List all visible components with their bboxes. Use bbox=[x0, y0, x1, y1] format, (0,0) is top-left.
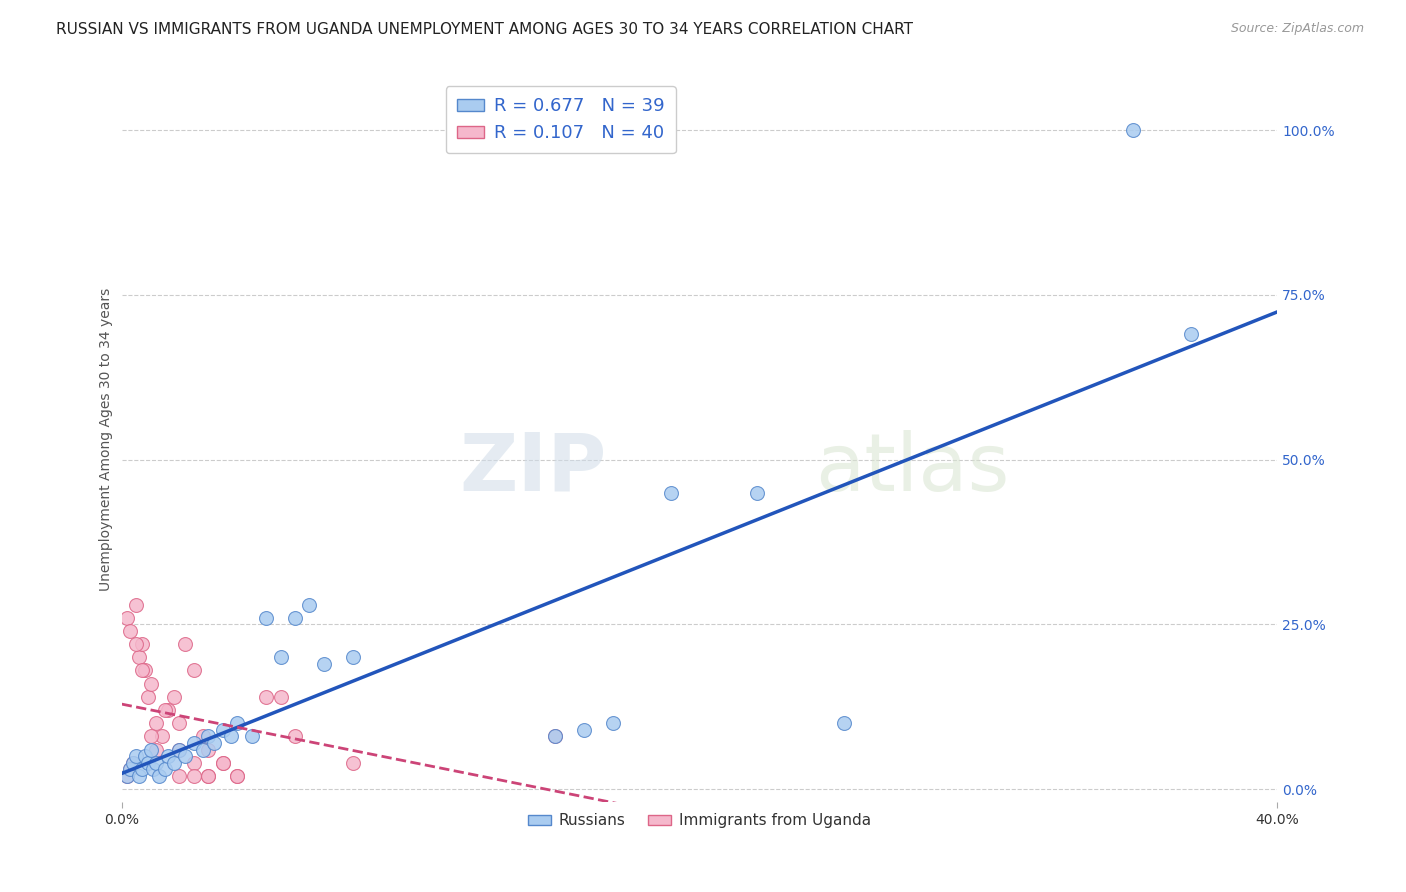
Point bbox=[197, 742, 219, 756]
Point bbox=[120, 762, 142, 776]
Point bbox=[163, 690, 186, 704]
Point bbox=[125, 598, 148, 612]
Y-axis label: Unemployment Among Ages 30 to 34 years: Unemployment Among Ages 30 to 34 years bbox=[100, 288, 114, 591]
Point bbox=[139, 742, 162, 756]
Point bbox=[270, 690, 292, 704]
Point bbox=[174, 637, 197, 651]
Point bbox=[128, 650, 150, 665]
Point bbox=[125, 637, 148, 651]
Point bbox=[544, 730, 567, 744]
Point bbox=[156, 703, 179, 717]
Point bbox=[191, 742, 214, 756]
Point bbox=[148, 769, 170, 783]
Point bbox=[183, 736, 205, 750]
Point bbox=[145, 742, 167, 756]
Point bbox=[832, 716, 855, 731]
Point bbox=[136, 756, 159, 770]
Point bbox=[211, 756, 233, 770]
Point bbox=[221, 730, 243, 744]
Point bbox=[156, 749, 179, 764]
Point bbox=[169, 716, 191, 731]
Point bbox=[1180, 327, 1202, 342]
Point bbox=[602, 716, 624, 731]
Text: Source: ZipAtlas.com: Source: ZipAtlas.com bbox=[1230, 22, 1364, 36]
Point bbox=[312, 657, 335, 671]
Point bbox=[284, 611, 307, 625]
Point bbox=[150, 730, 173, 744]
Point bbox=[169, 742, 191, 756]
Point bbox=[131, 637, 153, 651]
Point bbox=[747, 485, 769, 500]
Point bbox=[183, 756, 205, 770]
Point bbox=[120, 624, 142, 638]
Point bbox=[122, 756, 145, 770]
Point bbox=[211, 723, 233, 737]
Text: atlas: atlas bbox=[815, 430, 1010, 508]
Point bbox=[153, 703, 176, 717]
Point bbox=[197, 769, 219, 783]
Point bbox=[139, 676, 162, 690]
Legend: Russians, Immigrants from Uganda: Russians, Immigrants from Uganda bbox=[522, 807, 877, 835]
Point bbox=[270, 650, 292, 665]
Point bbox=[169, 742, 191, 756]
Point bbox=[342, 650, 364, 665]
Point bbox=[342, 756, 364, 770]
Point bbox=[139, 730, 162, 744]
Point bbox=[226, 716, 249, 731]
Point bbox=[226, 769, 249, 783]
Point bbox=[1122, 123, 1144, 137]
Point bbox=[284, 730, 307, 744]
Point bbox=[117, 769, 139, 783]
Point bbox=[169, 769, 191, 783]
Point bbox=[572, 723, 595, 737]
Point bbox=[226, 769, 249, 783]
Point bbox=[153, 762, 176, 776]
Point bbox=[122, 756, 145, 770]
Text: ZIP: ZIP bbox=[460, 430, 607, 508]
Point bbox=[191, 730, 214, 744]
Point bbox=[197, 730, 219, 744]
Point bbox=[183, 664, 205, 678]
Point bbox=[134, 664, 156, 678]
Point bbox=[145, 716, 167, 731]
Point bbox=[659, 485, 682, 500]
Point bbox=[174, 749, 197, 764]
Point bbox=[117, 769, 139, 783]
Point bbox=[125, 749, 148, 764]
Point bbox=[145, 756, 167, 770]
Point bbox=[298, 598, 321, 612]
Text: RUSSIAN VS IMMIGRANTS FROM UGANDA UNEMPLOYMENT AMONG AGES 30 TO 34 YEARS CORRELA: RUSSIAN VS IMMIGRANTS FROM UGANDA UNEMPL… bbox=[56, 22, 914, 37]
Point bbox=[131, 664, 153, 678]
Point bbox=[134, 749, 156, 764]
Point bbox=[197, 769, 219, 783]
Point bbox=[254, 611, 277, 625]
Point bbox=[254, 690, 277, 704]
Point bbox=[142, 762, 165, 776]
Point bbox=[211, 756, 233, 770]
Point bbox=[131, 762, 153, 776]
Point bbox=[163, 756, 186, 770]
Point bbox=[183, 769, 205, 783]
Point bbox=[544, 730, 567, 744]
Point bbox=[117, 611, 139, 625]
Point bbox=[202, 736, 225, 750]
Point bbox=[128, 769, 150, 783]
Point bbox=[120, 762, 142, 776]
Point bbox=[136, 690, 159, 704]
Point bbox=[240, 730, 263, 744]
